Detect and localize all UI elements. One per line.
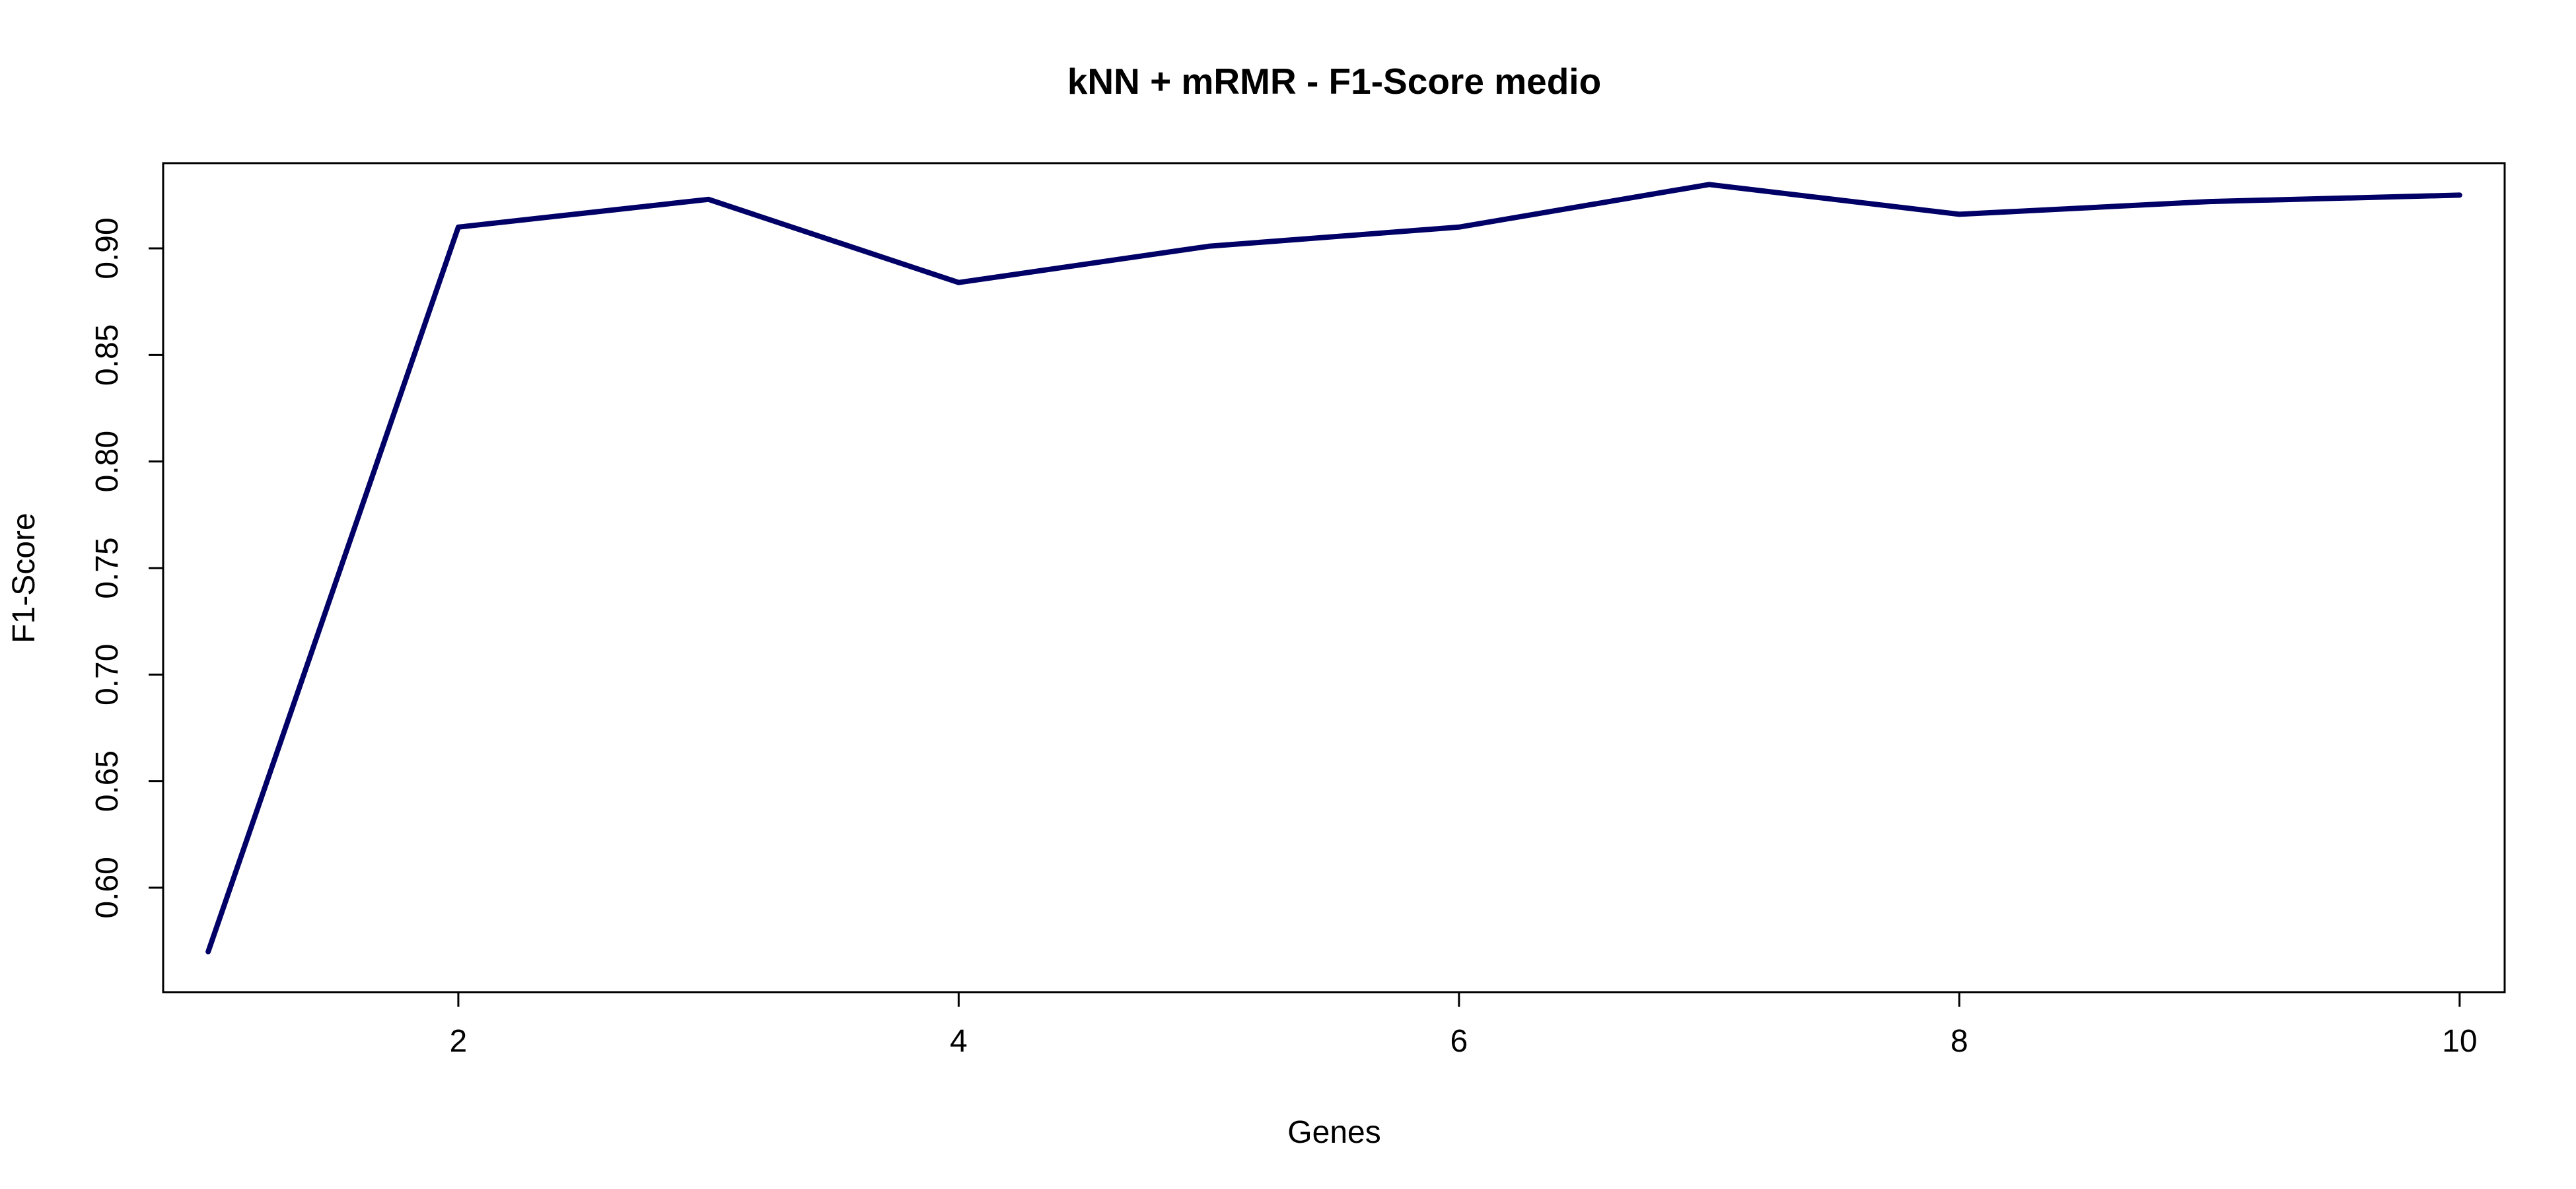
y-tick-label: 0.85: [90, 324, 125, 386]
plot-frame: [162, 162, 2506, 993]
x-tick-label: 6: [1450, 1024, 1468, 1059]
y-tick-label: 0.90: [90, 217, 125, 279]
x-axis-label: Genes: [1287, 1115, 1380, 1150]
y-axis-label: F1-Score: [7, 513, 42, 643]
y-axis: 0.60 0.65 0.70 0.75 0.80 0.85 0.90: [90, 217, 163, 919]
x-axis: 2 4 6 8 10: [450, 992, 2478, 1059]
x-tick-label: 4: [950, 1024, 968, 1059]
series-layer: [205, 182, 2462, 955]
y-tick-label: 0.80: [90, 431, 125, 492]
y-tick-label: 0.75: [90, 537, 125, 598]
x-tick-label: 10: [2442, 1024, 2477, 1059]
y-tick-label: 0.70: [90, 644, 125, 705]
chart-title: kNN + mRMR - F1-Score medio: [1067, 61, 1601, 102]
series-line: [205, 182, 2462, 955]
y-tick-label: 0.60: [90, 857, 125, 918]
x-tick-label: 2: [450, 1024, 468, 1059]
x-tick-label: 8: [1950, 1024, 1968, 1059]
y-tick-label: 0.65: [90, 750, 125, 812]
